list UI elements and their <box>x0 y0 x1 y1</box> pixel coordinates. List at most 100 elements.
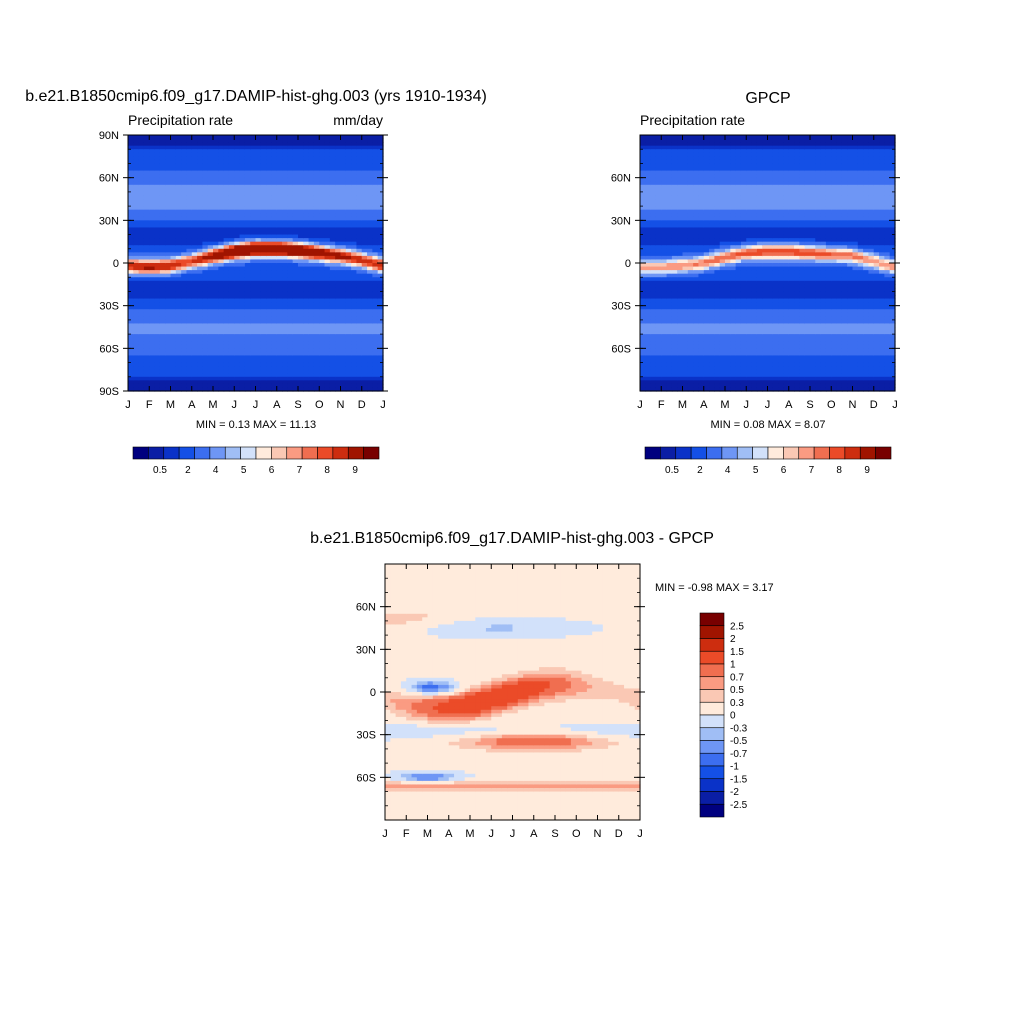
field-cell <box>234 312 241 317</box>
field-cell <box>276 327 283 332</box>
field-cell <box>133 387 140 392</box>
field-cell <box>698 255 705 261</box>
field-cell <box>298 341 304 346</box>
field-cell <box>175 323 182 328</box>
field-cell <box>308 223 315 229</box>
field-cell <box>719 387 726 392</box>
field-cell <box>218 369 225 374</box>
field-cell <box>335 280 342 285</box>
field-cell <box>687 163 694 168</box>
field-cell <box>671 359 678 364</box>
field-cell <box>361 234 368 239</box>
field-cell <box>329 234 336 239</box>
field-cell <box>687 252 694 257</box>
field-cell <box>165 170 172 175</box>
field-cell <box>313 231 320 236</box>
field-cell <box>308 170 315 175</box>
field-cell <box>677 280 684 285</box>
field-cell <box>181 145 188 150</box>
field-cell <box>202 202 209 207</box>
field-cell <box>682 341 689 346</box>
field-cell <box>345 337 352 342</box>
field-cell <box>698 323 705 328</box>
field-cell <box>356 373 363 378</box>
field-cell <box>693 383 700 389</box>
field-cell <box>640 142 646 147</box>
field-cell <box>218 191 225 197</box>
field-cell <box>287 380 294 385</box>
field-cell <box>154 138 161 143</box>
field-cell <box>645 369 652 374</box>
field-cell <box>308 319 315 325</box>
field-cell <box>319 181 326 186</box>
field-cell <box>181 319 188 325</box>
field-cell <box>372 241 379 246</box>
field-cell <box>677 309 684 314</box>
field-cell <box>234 234 241 239</box>
field-cell <box>372 270 379 275</box>
field-cell <box>714 138 721 143</box>
field-cell <box>218 341 225 346</box>
field-cell <box>645 334 652 339</box>
field-cell <box>730 181 737 186</box>
field-cell <box>345 255 352 261</box>
field-cell <box>345 359 352 364</box>
field-cell <box>260 177 267 182</box>
field-cell <box>319 255 326 261</box>
field-cell <box>234 330 241 335</box>
field-cell <box>340 156 347 161</box>
field-cell <box>356 159 363 165</box>
field-cell <box>319 327 326 332</box>
field-cell <box>351 376 358 381</box>
field-cell <box>271 220 278 225</box>
field-cell <box>175 238 182 243</box>
field-cell <box>655 231 662 236</box>
field-cell <box>287 227 294 232</box>
field-cell <box>165 184 172 189</box>
field-cell <box>276 248 283 253</box>
field-cell <box>703 138 710 143</box>
field-cell <box>367 341 373 346</box>
field-cell <box>303 170 310 175</box>
field-cell <box>324 255 331 261</box>
field-cell <box>345 312 352 317</box>
field-cell <box>282 213 288 218</box>
field-cell <box>292 181 299 186</box>
field-cell <box>335 373 342 378</box>
field-cell <box>292 234 299 239</box>
field-cell <box>159 167 166 172</box>
field-cell <box>719 319 726 325</box>
field-cell <box>255 284 262 289</box>
field-cell <box>719 135 726 140</box>
field-cell <box>175 312 182 317</box>
field-cell <box>356 206 363 211</box>
field-cell <box>655 209 662 214</box>
field-cell <box>175 366 182 371</box>
field-cell <box>356 255 363 261</box>
field-cell <box>181 270 188 275</box>
field-cell <box>666 334 673 339</box>
field-cell <box>677 259 684 264</box>
field-cell <box>223 156 230 161</box>
field-cell <box>340 312 347 317</box>
field-cell <box>149 188 156 193</box>
field-cell <box>191 181 198 186</box>
field-cell <box>165 323 172 328</box>
field-cell <box>372 287 379 293</box>
field-cell <box>170 163 177 168</box>
field-cell <box>740 149 747 154</box>
field-cell <box>324 359 331 364</box>
field-cell <box>740 277 747 282</box>
field-cell <box>661 302 668 307</box>
field-cell <box>367 387 373 392</box>
field-cell <box>361 323 368 328</box>
field-cell <box>640 170 646 175</box>
field-cell <box>714 359 721 364</box>
field-cell <box>271 280 278 285</box>
field-cell <box>645 387 652 392</box>
field-cell <box>345 334 352 339</box>
field-cell <box>181 337 188 342</box>
field-cell <box>367 234 373 239</box>
field-cell <box>645 270 652 275</box>
field-cell <box>165 277 172 282</box>
